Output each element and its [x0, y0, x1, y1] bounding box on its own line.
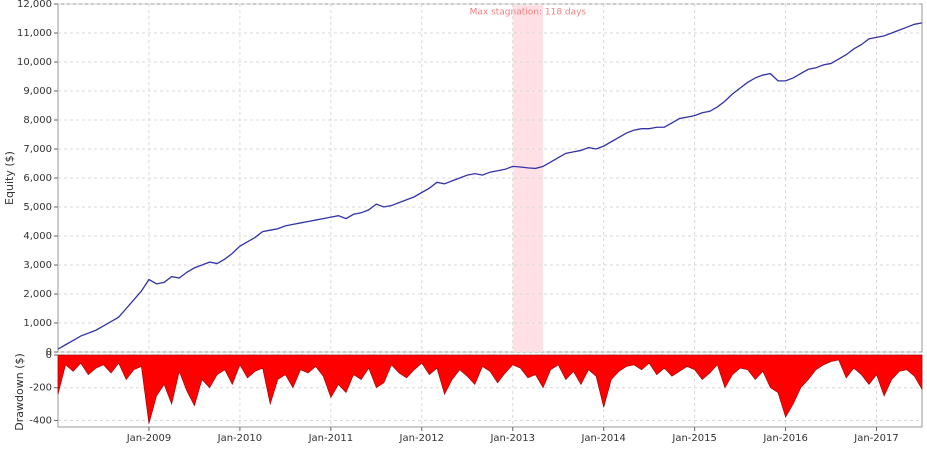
y-tick-label: 2,000	[23, 289, 52, 300]
y-tick-label: 11,000	[17, 28, 52, 39]
y-tick-label: 4,000	[23, 231, 52, 242]
y-axis-label: Equity ($)	[3, 151, 16, 205]
x-tick-label: Jan-2015	[671, 433, 716, 444]
y-tick-label: 9,000	[23, 86, 52, 97]
drawdown-area	[57, 354, 923, 424]
x-tick-label: Jan-2013	[489, 433, 534, 444]
x-tick-label: Jan-2016	[762, 433, 807, 444]
y-tick-label: 6,000	[23, 173, 52, 184]
y-tick-label: 0	[46, 350, 52, 361]
annotation: Max stagnation: 118 days	[470, 8, 587, 18]
equity-line	[57, 22, 923, 350]
x-tick-label: Jan-2014	[580, 433, 625, 444]
x-tick-label: Jan-2009	[126, 433, 171, 444]
y-tick-label: 0	[46, 347, 52, 358]
y-tick-label: 10,000	[17, 57, 52, 68]
x-tick-label: Jan-2012	[399, 433, 444, 444]
x-tick-label: Jan-2017	[853, 433, 898, 444]
y-tick-label: -200	[29, 383, 52, 394]
y-tick-label: 12,000	[17, 0, 52, 10]
y-tick-label: 5,000	[23, 202, 52, 213]
y-tick-label: 3,000	[23, 260, 52, 271]
y-tick-label: 8,000	[23, 115, 52, 126]
y-axis-label: Drawdown ($)	[13, 353, 26, 431]
x-tick-label: Jan-2010	[217, 433, 262, 444]
y-tick-label: -400	[29, 415, 52, 426]
y-tick-label: 1,000	[23, 318, 52, 329]
x-tick-label: Jan-2011	[308, 433, 353, 444]
y-tick-label: 7,000	[23, 144, 52, 155]
